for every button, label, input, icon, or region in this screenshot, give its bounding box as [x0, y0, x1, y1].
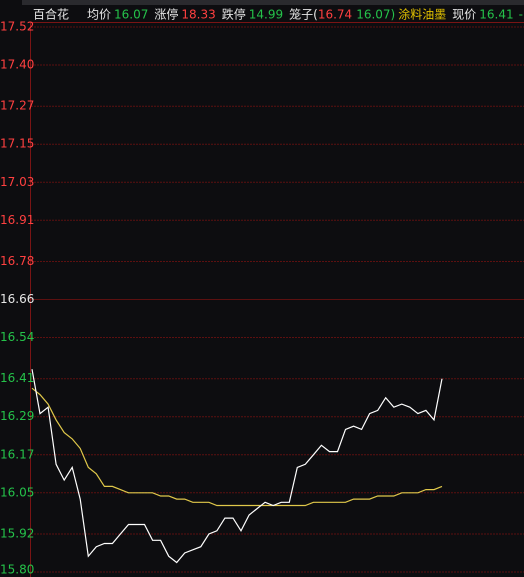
y-tick-label: 16.66 [0, 292, 34, 306]
y-tick-label: 16.41 [0, 371, 34, 385]
header-text: 16.07) [356, 8, 395, 22]
y-tick-label: 17.15 [0, 137, 34, 151]
header-text: 16.07 [114, 8, 148, 22]
y-tick-label: 17.03 [0, 175, 34, 189]
header-text: 现价 [452, 8, 476, 22]
y-tick-label: 16.78 [0, 254, 34, 268]
price-line [31, 387, 443, 507]
y-tick-label: 16.54 [0, 330, 34, 344]
y-tick-label: 17.40 [0, 58, 34, 72]
header-text: -1.50% [519, 8, 524, 22]
header-text: 16.74 [318, 8, 352, 22]
header-text: 14.99 [249, 8, 283, 22]
header-text: 涂料油墨 [398, 7, 446, 22]
header-text: 16.41 [479, 8, 513, 22]
y-tick-label: 17.27 [0, 99, 34, 113]
top-bar [22, 0, 524, 5]
y-tick-label: 16.29 [0, 409, 34, 423]
y-tick-label: 15.80 [0, 563, 34, 577]
y-tick-label: 16.17 [0, 447, 34, 461]
price-line [31, 369, 443, 564]
header-text: 笼子( [289, 7, 318, 22]
y-tick-label: 16.91 [0, 213, 34, 227]
y-tick-label: 15.92 [0, 526, 34, 540]
header-text: 涨停 [154, 7, 178, 22]
header-text: 百合花 [33, 7, 69, 22]
y-tick-label: 16.05 [0, 485, 34, 499]
header-text: 跌停 [222, 7, 246, 22]
y-tick-label: 17.52 [0, 20, 34, 34]
header-text: 均价 [87, 8, 111, 22]
header-text: 18.33 [181, 8, 215, 22]
